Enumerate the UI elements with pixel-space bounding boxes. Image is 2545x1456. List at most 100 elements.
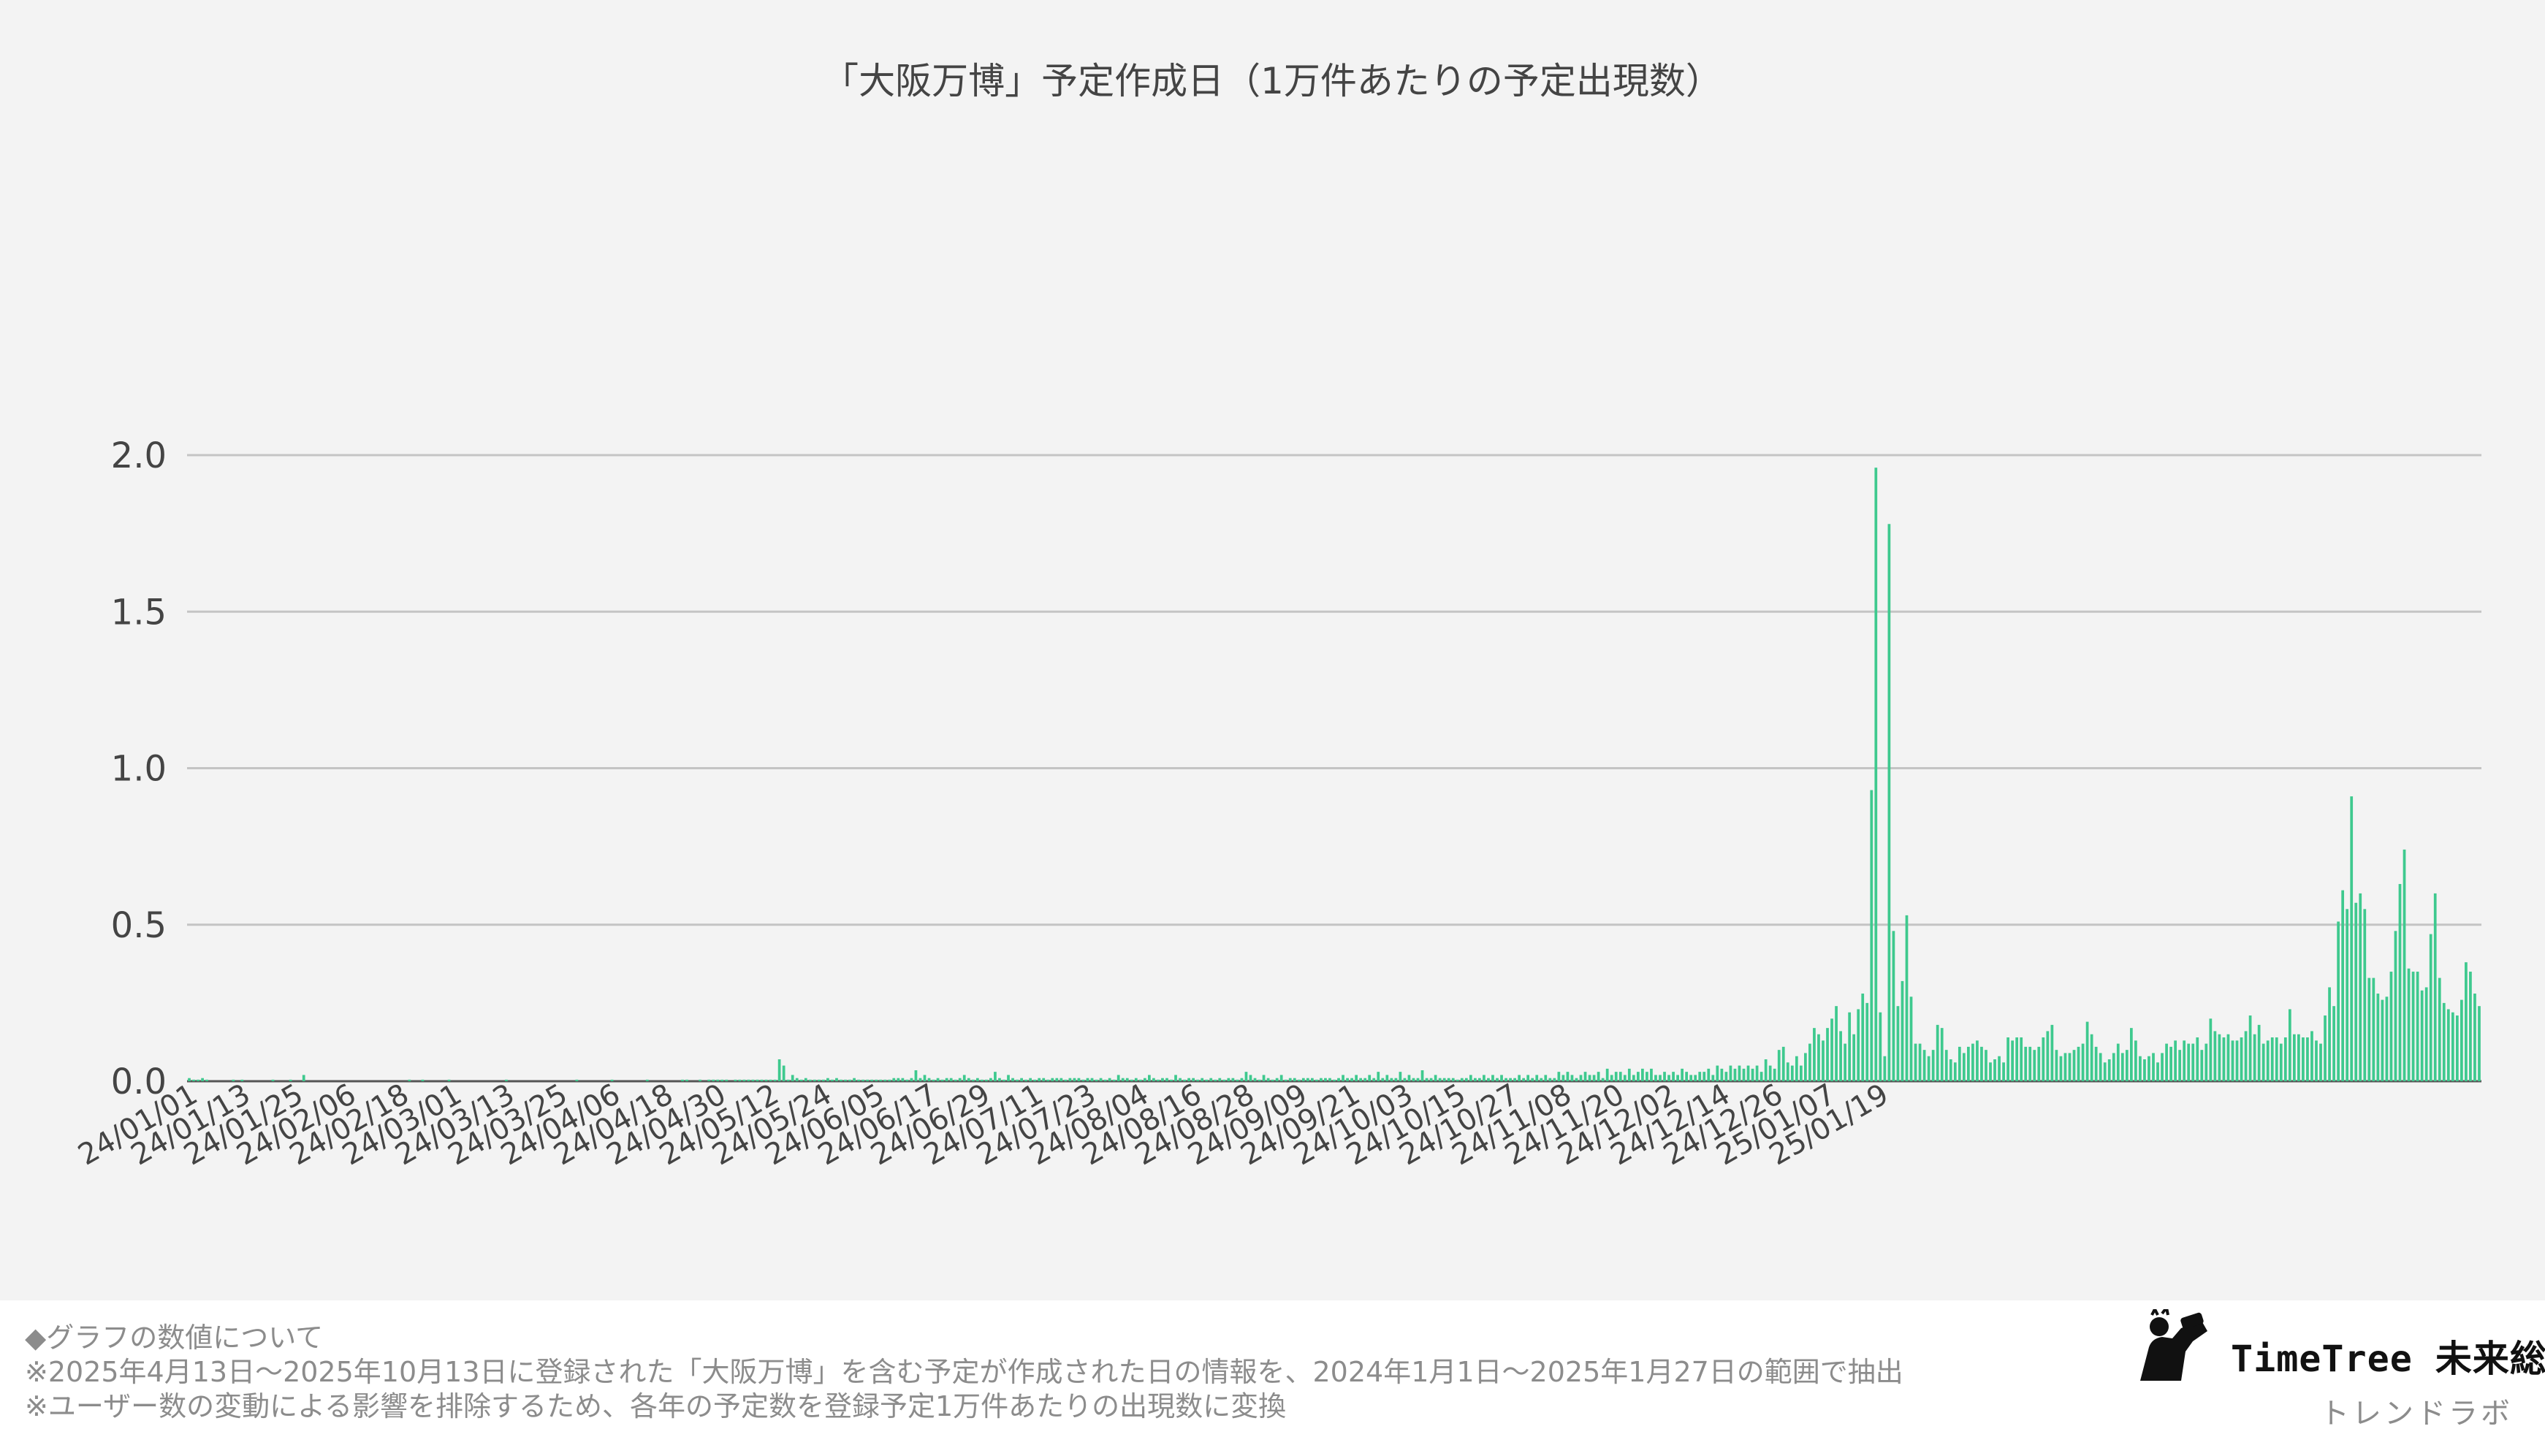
bar (1746, 1065, 1750, 1081)
bar (1236, 1079, 1239, 1081)
bar (1993, 1059, 1996, 1081)
bar (1570, 1075, 1574, 1081)
bar (1870, 790, 1873, 1081)
bar (866, 1079, 870, 1081)
bar (1733, 1068, 1737, 1081)
bar (2372, 977, 2375, 1081)
bar (2037, 1046, 2041, 1081)
bar (2072, 1050, 2076, 1081)
bar (1861, 994, 1865, 1081)
bar (853, 1078, 856, 1081)
bar (1557, 1072, 1561, 1081)
bar (685, 1079, 688, 1081)
bar (1588, 1075, 1591, 1081)
bar (2315, 1040, 2318, 1081)
bar (2218, 1034, 2221, 1081)
bar (1016, 1079, 1019, 1081)
bar (2226, 1034, 2230, 1081)
bar (826, 1078, 829, 1081)
bar (1540, 1078, 1543, 1081)
bar (2015, 1037, 2019, 1081)
bar (795, 1078, 799, 1081)
bar (1179, 1078, 1182, 1081)
bar (2183, 1040, 2186, 1081)
bar (1222, 1079, 1226, 1081)
bar (1469, 1075, 1472, 1081)
bar (2420, 990, 2424, 1081)
bar (742, 1079, 746, 1081)
bar (1240, 1078, 1244, 1081)
bar (2367, 977, 2371, 1081)
footer-note-heading: ◆グラフの数値について (25, 1322, 324, 1354)
bar (1038, 1078, 1041, 1081)
bar (2257, 1024, 2261, 1081)
brand-subtitle: トレンドラボ (2320, 1397, 2513, 1430)
bar (1390, 1078, 1393, 1081)
bar (1020, 1078, 1023, 1081)
bar (1148, 1075, 1151, 1081)
bar (1249, 1075, 1252, 1081)
bar (2165, 1043, 2168, 1081)
bar (1451, 1078, 1455, 1081)
bar (1826, 1028, 1829, 1081)
bar (980, 1079, 984, 1081)
bar (2130, 1028, 2133, 1081)
bar (1116, 1075, 1120, 1081)
bar (1253, 1078, 1257, 1081)
bar (1742, 1068, 1746, 1081)
bar (2020, 1037, 2023, 1081)
bar (1518, 1075, 1521, 1081)
bar (1412, 1078, 1415, 1081)
bar (1095, 1079, 1098, 1081)
bar (575, 1079, 579, 1081)
bar (2046, 1031, 2050, 1081)
bar (1985, 1050, 1987, 1081)
bar (1077, 1078, 1081, 1081)
bar (1165, 1078, 1168, 1081)
bar (1271, 1079, 1274, 1081)
bar (2050, 1024, 2054, 1081)
bar (1483, 1075, 1485, 1081)
bar (901, 1078, 905, 1081)
footer-note-range: ※2025年4月13日〜2025年10月13日に登録された「大阪万博」を含む予定… (25, 1356, 1903, 1388)
bar (1795, 1056, 1798, 1081)
bar (725, 1079, 728, 1081)
bar (1086, 1078, 1089, 1081)
bar (905, 1079, 909, 1081)
bar (1434, 1075, 1437, 1081)
bar (2011, 1040, 2015, 1081)
bar (2006, 1037, 2009, 1081)
bar (1636, 1072, 1640, 1081)
bar (1258, 1079, 1261, 1081)
bar (201, 1078, 204, 1081)
binoculars-person-logo-icon (2140, 1309, 2207, 1381)
bar (1464, 1078, 1468, 1081)
chart-title: 「大阪万博」予定作成日（1万件あたりの予定出現数） (822, 60, 1722, 102)
bar (1575, 1078, 1578, 1081)
bar (1007, 1075, 1010, 1081)
bar (1324, 1078, 1327, 1081)
bar (2112, 1053, 2115, 1081)
bar (1478, 1078, 1481, 1081)
bar (2178, 1050, 2182, 1081)
bar (848, 1079, 851, 1081)
bar (998, 1078, 1001, 1081)
bar (1936, 1024, 1939, 1081)
bar (232, 1079, 235, 1081)
bar (1320, 1078, 1323, 1081)
bar (918, 1078, 922, 1081)
bar (1011, 1078, 1014, 1081)
bar (408, 1079, 411, 1081)
bar (1244, 1072, 1248, 1081)
bar (1024, 1079, 1027, 1081)
bar (840, 1079, 842, 1081)
bar (240, 1079, 244, 1081)
bar (2473, 994, 2476, 1081)
bar (1976, 1040, 1979, 1081)
bar (1817, 1034, 1820, 1081)
bar (2346, 909, 2349, 1081)
bar (1192, 1078, 1195, 1081)
bar (1535, 1075, 1539, 1081)
bar (1949, 1059, 1952, 1081)
bar (1579, 1075, 1583, 1081)
